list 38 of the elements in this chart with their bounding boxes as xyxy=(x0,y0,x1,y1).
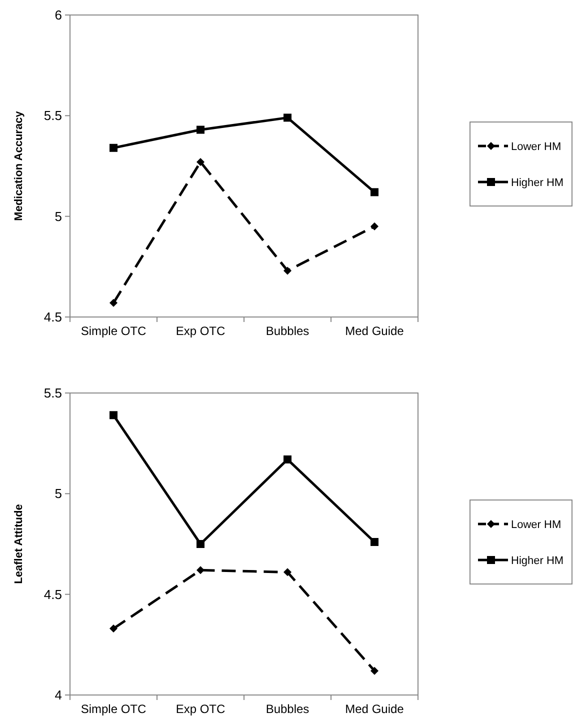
y-tick-label: 5 xyxy=(54,208,62,224)
y-tick-label: 5.5 xyxy=(44,386,62,401)
y-axis-title: Medication Accuracy xyxy=(13,110,25,221)
x-tick-label: Med Guide xyxy=(345,324,404,338)
point xyxy=(110,411,118,420)
y-tick-label: 4 xyxy=(54,688,62,703)
legend-label: Higher HM xyxy=(511,554,564,567)
point xyxy=(370,222,378,230)
point xyxy=(196,540,204,548)
x-tick-label: Simple OTC xyxy=(80,324,147,338)
x-tick-label: Exp OTC xyxy=(176,324,226,338)
point xyxy=(284,568,292,576)
point xyxy=(370,188,378,196)
y-tick-label: 4.5 xyxy=(44,586,62,602)
x-tick-label: Simple OTC xyxy=(80,702,147,716)
y-tick-label: 5 xyxy=(54,486,62,502)
point xyxy=(370,666,378,675)
point xyxy=(110,144,118,152)
legend-label: Higher HM xyxy=(511,176,564,189)
y-tick-label: 5.5 xyxy=(44,108,62,124)
x-tick-label: Exp OTC xyxy=(176,702,226,716)
point xyxy=(196,158,204,166)
y-tick-label: 6 xyxy=(54,8,62,23)
legend-label: Lower HM xyxy=(511,140,562,153)
y-axis-title: Leaflet Attitude xyxy=(13,504,25,584)
x-tick-label: Bubbles xyxy=(266,324,310,338)
point xyxy=(196,126,204,134)
point xyxy=(284,114,292,122)
point xyxy=(110,624,118,633)
x-tick-label: Bubbles xyxy=(266,702,310,716)
legend-label: Lower HM xyxy=(511,518,562,531)
y-tick-label: 4.5 xyxy=(44,310,62,325)
point xyxy=(196,566,204,574)
point xyxy=(110,298,118,307)
point xyxy=(370,538,378,546)
point xyxy=(284,455,292,464)
point xyxy=(284,266,292,275)
x-tick-label: Med Guide xyxy=(345,702,404,716)
